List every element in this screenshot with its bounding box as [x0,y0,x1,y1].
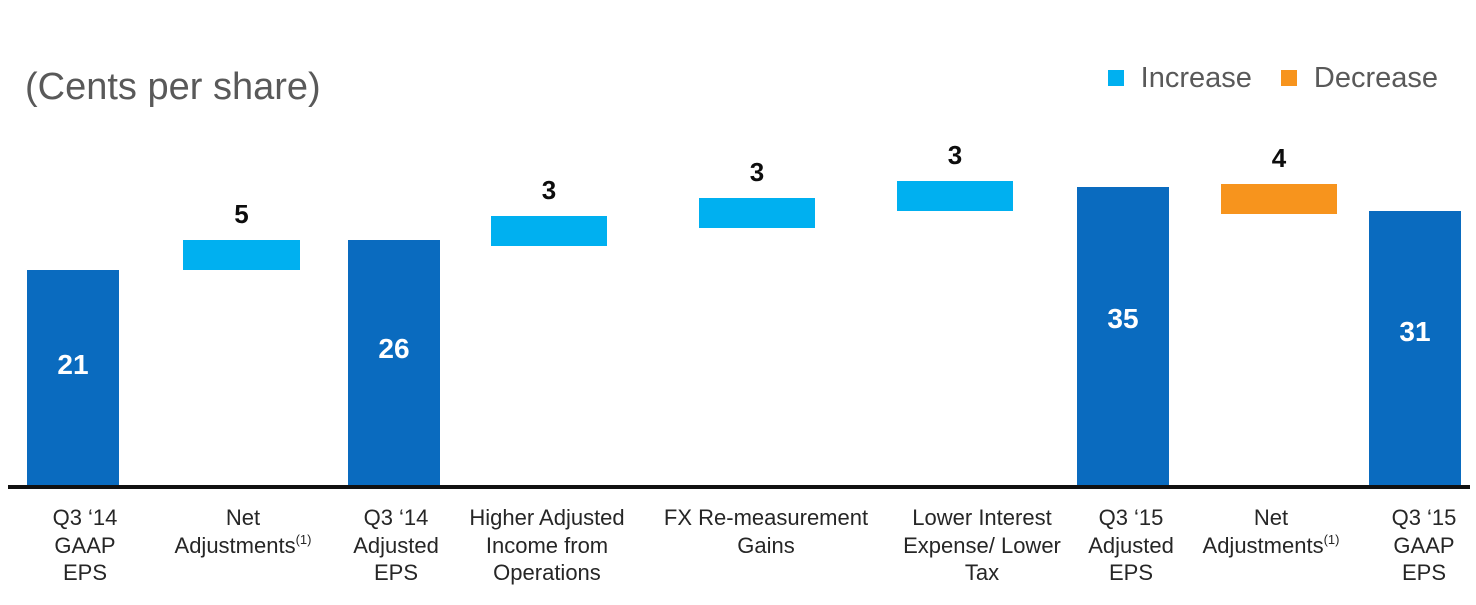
category-label-6-lower-interest-expense-lower-tax: Lower Interest Expense/ Lower Tax [903,504,1061,587]
data-label-9-q3-15-gaap-eps: 31 [1399,316,1431,348]
increase-bar-4-higher-adjusted-income-from-operations [491,216,607,247]
category-label-3-q3-14-adjusted-eps: Q3 ‘14 Adjusted EPS [353,504,439,587]
category-label-text: FX Re-measurement Gains [663,505,869,558]
legend-swatch-increase [1107,70,1124,86]
category-label-text: Lower Interest Expense/ Lower Tax [903,505,1061,585]
category-label-2-net-adjustments: Net Adjustments(1) [175,504,312,559]
legend-item-increase: Increase [1107,58,1252,98]
category-label-text: Q3 ‘14 Adjusted EPS [353,505,439,585]
increase-bar-2-net-adjustments [183,239,300,270]
data-label-2-net-adjustments: 5 [234,198,249,229]
category-label-text: Net Adjustments [1202,505,1324,558]
legend: Increase Decrease [1107,58,1438,98]
category-label-9-q3-15-gaap-eps: Q3 ‘15 GAAP EPS [1392,504,1457,587]
footnote-marker: (1) [1323,532,1340,548]
increase-bar-5-fx-re-measurement-gains [699,198,815,229]
legend-swatch-decrease [1280,70,1297,86]
y-axis-unit-label: (Cents per share) [25,66,321,108]
category-label-text: Q3 ‘14 GAAP EPS [52,505,118,585]
total-bar-1-q3-14-gaap-eps [27,269,119,487]
data-label-6-lower-interest-expense-lower-tax: 3 [947,139,963,170]
data-label-7-q3-15-adjusted-eps: 35 [1107,302,1139,334]
decrease-bar-8-net-adjustments [1221,183,1337,214]
category-label-5-fx-re-measurement-gains: FX Re-measurement Gains [664,504,868,559]
category-label-1-q3-14-gaap-eps: Q3 ‘14 GAAP EPS [53,504,118,587]
legend-label-increase: Increase [1140,62,1252,94]
data-label-4-higher-adjusted-income-from-operations: 3 [541,175,557,206]
category-label-8-net-adjustments: Net Adjustments(1) [1203,504,1340,559]
footnote-marker: (1) [295,532,312,548]
x-axis-line [8,485,1470,489]
category-label-7-q3-15-adjusted-eps: Q3 ‘15 Adjusted EPS [1088,504,1174,587]
category-label-text: Q3 ‘15 Adjusted EPS [1088,505,1174,585]
data-label-8-net-adjustments: 4 [1271,142,1287,173]
category-label-4-higher-adjusted-income-from-operations: Higher Adjusted Income from Operations [469,504,624,587]
category-label-text: Higher Adjusted Income from Operations [469,505,625,585]
data-label-5-fx-re-measurement-gains: 3 [749,157,765,188]
data-label-1-q3-14-gaap-eps: 21 [57,349,89,381]
category-label-text: Q3 ‘15 GAAP EPS [1391,505,1457,585]
legend-label-decrease: Decrease [1313,62,1438,94]
total-bar-9-q3-15-gaap-eps [1369,210,1461,487]
total-bar-3-q3-14-adjusted-eps [348,240,440,487]
data-label-3-q3-14-adjusted-eps: 26 [378,332,410,364]
legend-item-decrease: Decrease [1280,58,1438,98]
total-bar-7-q3-15-adjusted-eps [1077,186,1169,487]
category-label-text: Net Adjustments [174,505,296,558]
increase-bar-6-lower-interest-expense-lower-tax [897,180,1013,211]
